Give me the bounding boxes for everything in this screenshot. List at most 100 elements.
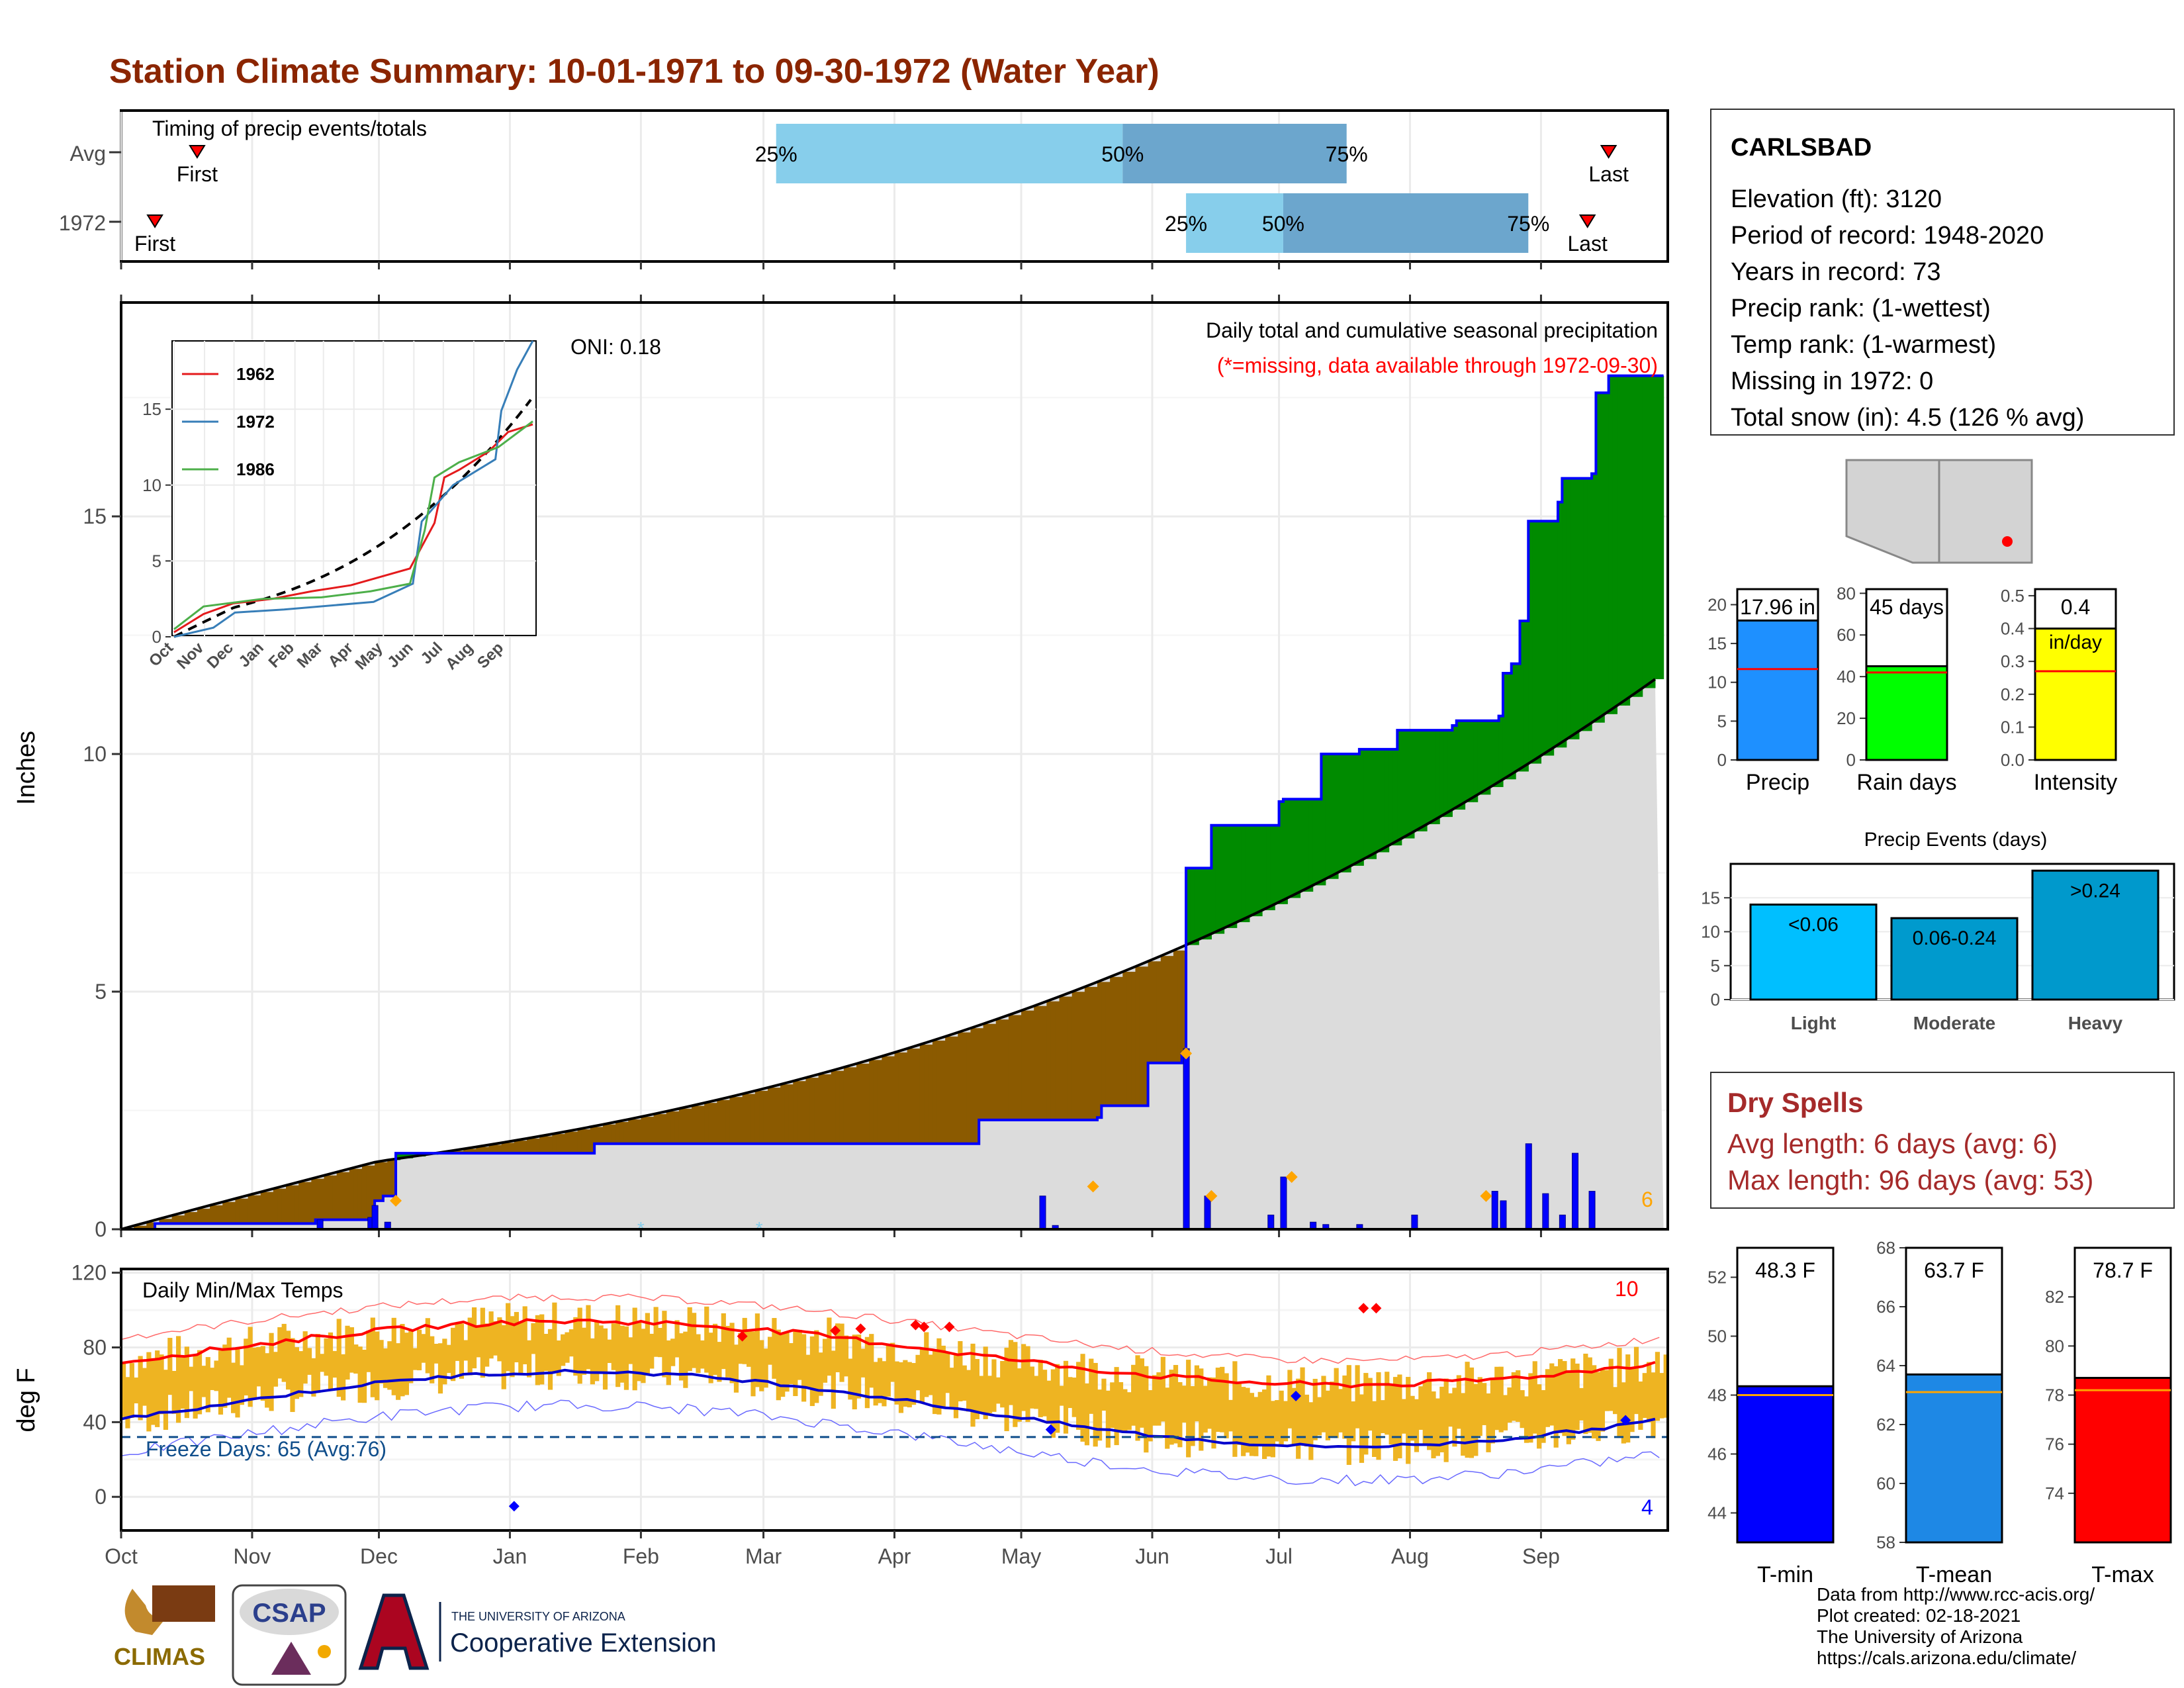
summary-ytick-label: 80 — [1837, 583, 1856, 603]
below-average-fill — [286, 1185, 291, 1224]
daily-temp-range-bar — [1583, 1353, 1588, 1434]
daily-temp-range-bar — [138, 1356, 143, 1421]
above-average-fill — [1578, 478, 1584, 731]
daily-temp-range-bar — [1651, 1372, 1656, 1438]
above-average-fill — [1414, 730, 1419, 831]
daily-temp-range-bar — [577, 1307, 582, 1384]
daily-temp-range-bar — [1017, 1368, 1022, 1422]
daily-temp-range-bar — [733, 1344, 739, 1393]
daily-temp-range-bar — [341, 1354, 346, 1401]
daily-temp-range-bar — [657, 1327, 663, 1358]
above-average-fill — [1283, 799, 1288, 904]
daily-temp-range-bar — [607, 1339, 612, 1364]
temp-summary-value: 78.7 F — [2093, 1258, 2153, 1282]
events-ytick-label: 15 — [1701, 888, 1720, 908]
precip-events-panel: Precip Events (days) 0 5 10 15 <0.06 Light 0.0… — [1701, 829, 2175, 1033]
below-average-fill — [361, 1165, 367, 1220]
daily-temp-range-bar — [649, 1333, 655, 1369]
daily-temp-range-bar — [793, 1330, 798, 1396]
daily-temp-range-bar — [1084, 1383, 1090, 1446]
daily-temp-range-bar — [936, 1338, 942, 1415]
ua-big-text: Cooperative Extension — [450, 1628, 716, 1658]
daily-temp-range-bar — [150, 1358, 156, 1425]
daily-temp-range-bar — [361, 1349, 367, 1403]
below-average-fill — [831, 1070, 836, 1144]
daily-temp-range-bar — [404, 1333, 409, 1395]
daily-temp-range-bar — [142, 1368, 148, 1406]
above-average-fill — [1608, 375, 1614, 714]
above-average-fill — [1553, 521, 1559, 748]
below-average-fill — [657, 1114, 662, 1144]
csap-logo-text: CSAP — [252, 1599, 326, 1628]
daily-temp-range-bar — [400, 1324, 405, 1397]
above-average-fill — [1592, 473, 1597, 723]
daily-temp-range-bar — [877, 1358, 883, 1403]
month-tick-label: May — [1001, 1544, 1041, 1568]
below-average-fill — [721, 1100, 726, 1144]
above-average-fill — [1363, 749, 1369, 859]
below-average-fill — [945, 1036, 950, 1144]
below-average-fill — [1173, 950, 1178, 1063]
station-period: Period of record: 1948-2020 — [1731, 222, 2044, 250]
daily-temp-range-bar — [1093, 1362, 1098, 1447]
below-average-fill — [776, 1088, 781, 1144]
below-average-fill — [839, 1070, 844, 1144]
above-average-fill — [1291, 799, 1297, 898]
temp-ytick-label: 120 — [71, 1261, 107, 1285]
daily-temp-range-bar — [1152, 1375, 1158, 1426]
daily-temp-range-bar — [539, 1314, 545, 1385]
below-average-fill — [492, 1145, 498, 1154]
summary-ytick-label: 5 — [1717, 711, 1727, 731]
below-average-fill — [835, 1070, 841, 1144]
daily-temp-range-bar — [1068, 1377, 1073, 1409]
daily-temp-range-bar — [471, 1307, 477, 1369]
daily-temp-range-bar — [747, 1331, 752, 1367]
below-average-fill — [958, 1032, 963, 1144]
daily-temp-range-bar — [1507, 1387, 1512, 1423]
below-average-fill — [201, 1208, 206, 1224]
above-average-fill — [1659, 375, 1664, 680]
daily-temp-range-bar — [590, 1338, 595, 1385]
daily-temp-range-bar — [615, 1305, 621, 1387]
above-average-fill — [1392, 749, 1398, 846]
below-average-fill — [320, 1178, 325, 1220]
daily-temp-range-bar — [1629, 1367, 1635, 1432]
below-average-fill — [1181, 950, 1187, 1054]
temp-summary-ytick-label: 68 — [1876, 1238, 1895, 1258]
above-average-fill — [1574, 478, 1580, 739]
daily-temp-range-bar — [835, 1323, 841, 1373]
below-average-fill — [864, 1063, 870, 1144]
below-average-fill — [754, 1090, 760, 1144]
daily-temp-range-bar — [332, 1350, 338, 1378]
credit-line-4: https://cals.arizona.edu/climate/ — [1817, 1648, 2076, 1668]
daily-temp-range-bar — [1532, 1361, 1537, 1434]
daily-temp-range-bar — [822, 1338, 828, 1383]
year-q25-q50-bar — [1186, 193, 1283, 253]
daily-temp-range-bar — [1469, 1367, 1475, 1458]
csap-logo: CSAP — [232, 1584, 347, 1686]
below-average-fill — [176, 1215, 181, 1224]
precip-event-count: 6 — [1641, 1188, 1653, 1211]
daily-temp-range-bar — [683, 1331, 688, 1388]
below-average-fill — [167, 1219, 173, 1224]
daily-temp-range-bar — [1097, 1389, 1103, 1441]
below-average-fill — [602, 1124, 608, 1144]
below-average-fill — [471, 1149, 477, 1154]
daily-temp-range-bar — [1194, 1365, 1200, 1422]
summary-value-label: 45 days — [1870, 595, 1944, 619]
daily-temp-range-bar — [1410, 1395, 1415, 1441]
daily-temp-range-bar — [586, 1305, 591, 1370]
daily-temp-range-bar — [848, 1358, 853, 1400]
above-average-fill — [1406, 730, 1411, 839]
below-average-fill — [1076, 992, 1081, 1120]
above-average-fill — [1562, 478, 1567, 748]
above-average-fill — [1604, 393, 1610, 714]
credit-line-2: Plot created: 02-18-2021 — [1817, 1605, 2021, 1626]
above-average-fill — [1651, 375, 1656, 688]
above-average-fill — [1469, 720, 1474, 802]
below-average-fill — [877, 1060, 882, 1144]
daily-temp-range-bar — [1080, 1354, 1085, 1442]
precip-ytick-label: 15 — [83, 504, 107, 528]
daily-temp-range-bar — [488, 1311, 494, 1359]
summary-ytick-label: 10 — [1707, 673, 1727, 692]
